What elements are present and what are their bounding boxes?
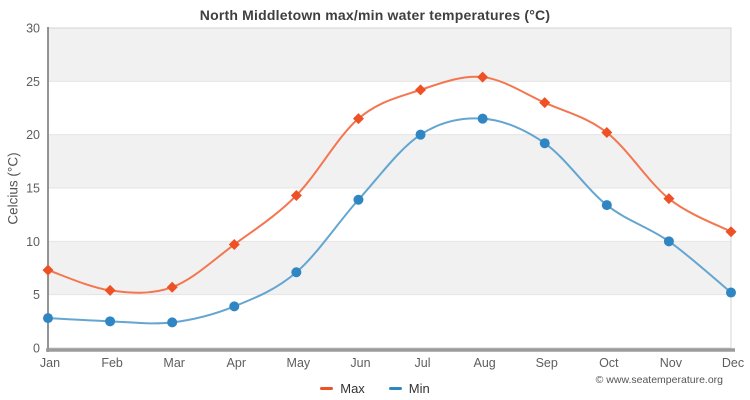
min-marker-apr[interactable] xyxy=(229,301,240,312)
min-marker-feb[interactable] xyxy=(105,316,116,327)
copyright-notice: © www.seatemperature.org xyxy=(595,374,723,386)
x-axis-tick-label: Mar xyxy=(163,356,185,370)
min-marker-jan[interactable] xyxy=(43,313,53,324)
max-series-swatch-icon xyxy=(320,387,334,390)
min-marker-oct[interactable] xyxy=(601,200,612,211)
max-marker-apr[interactable] xyxy=(228,239,240,251)
x-axis-tick-label: Feb xyxy=(101,356,123,370)
x-axis-tick-label: May xyxy=(287,356,311,370)
min-marker-jul[interactable] xyxy=(415,129,426,140)
min-marker-nov[interactable] xyxy=(663,236,674,247)
min-marker-sep[interactable] xyxy=(539,138,550,149)
temperature-line-chart: 0 5 10 15 20 25 30 Jan Feb Mar Apr May Jun Jul Aug Sep O… xyxy=(26,22,744,371)
max-marker-oct[interactable] xyxy=(601,127,613,139)
y-axis-tick-label: 30 xyxy=(26,22,40,36)
x-axis-tick-label: Apr xyxy=(227,356,246,370)
legend-item-max[interactable]: Max xyxy=(320,381,365,396)
max-marker-jul[interactable] xyxy=(415,84,427,96)
min-marker-mar[interactable] xyxy=(167,317,178,328)
y-axis-tick-label: 25 xyxy=(26,75,40,89)
max-marker-jun[interactable] xyxy=(352,113,364,125)
min-series-swatch-icon xyxy=(388,387,402,390)
max-marker-may[interactable] xyxy=(290,189,302,201)
grid-band xyxy=(48,134,731,188)
max-marker-aug[interactable] xyxy=(477,71,489,83)
min-marker-jun[interactable] xyxy=(353,194,364,205)
max-marker-dec[interactable] xyxy=(725,226,737,238)
min-marker-may[interactable] xyxy=(291,267,302,278)
x-axis-tick-label: Jun xyxy=(350,356,370,370)
x-axis-tick-label: Jul xyxy=(415,356,431,370)
x-axis-tick-label: Oct xyxy=(599,356,619,370)
max-marker-nov[interactable] xyxy=(663,193,675,205)
x-axis-tick-label: Dec xyxy=(722,356,744,370)
max-marker-mar[interactable] xyxy=(166,281,178,293)
chart-title: North Middletown max/min water temperatu… xyxy=(199,7,551,23)
y-axis-tick-label: 15 xyxy=(26,182,40,196)
max-marker-jan[interactable] xyxy=(42,264,54,276)
min-marker-dec[interactable] xyxy=(726,287,736,298)
chart-legend: Max Min xyxy=(0,381,750,396)
y-axis-tick-label: 5 xyxy=(33,288,40,302)
y-axis-tick-label: 0 xyxy=(33,342,40,356)
x-axis-tick-label: Sep xyxy=(536,356,558,370)
max-marker-feb[interactable] xyxy=(104,284,116,296)
y-axis-tick-label: 20 xyxy=(26,128,40,142)
legend-label-min: Min xyxy=(408,381,430,396)
max-marker-sep[interactable] xyxy=(539,97,551,109)
x-axis-tick-label: Aug xyxy=(474,356,496,370)
min-marker-aug[interactable] xyxy=(477,113,488,124)
grid-band xyxy=(48,28,731,82)
legend-item-min[interactable]: Min xyxy=(388,381,430,396)
y-axis-tick-label: 10 xyxy=(26,235,40,249)
legend-label-max: Max xyxy=(340,381,365,396)
x-axis-tick-label: Jan xyxy=(40,356,60,370)
x-axis-tick-label: Nov xyxy=(660,356,683,370)
grid-band xyxy=(48,241,731,295)
